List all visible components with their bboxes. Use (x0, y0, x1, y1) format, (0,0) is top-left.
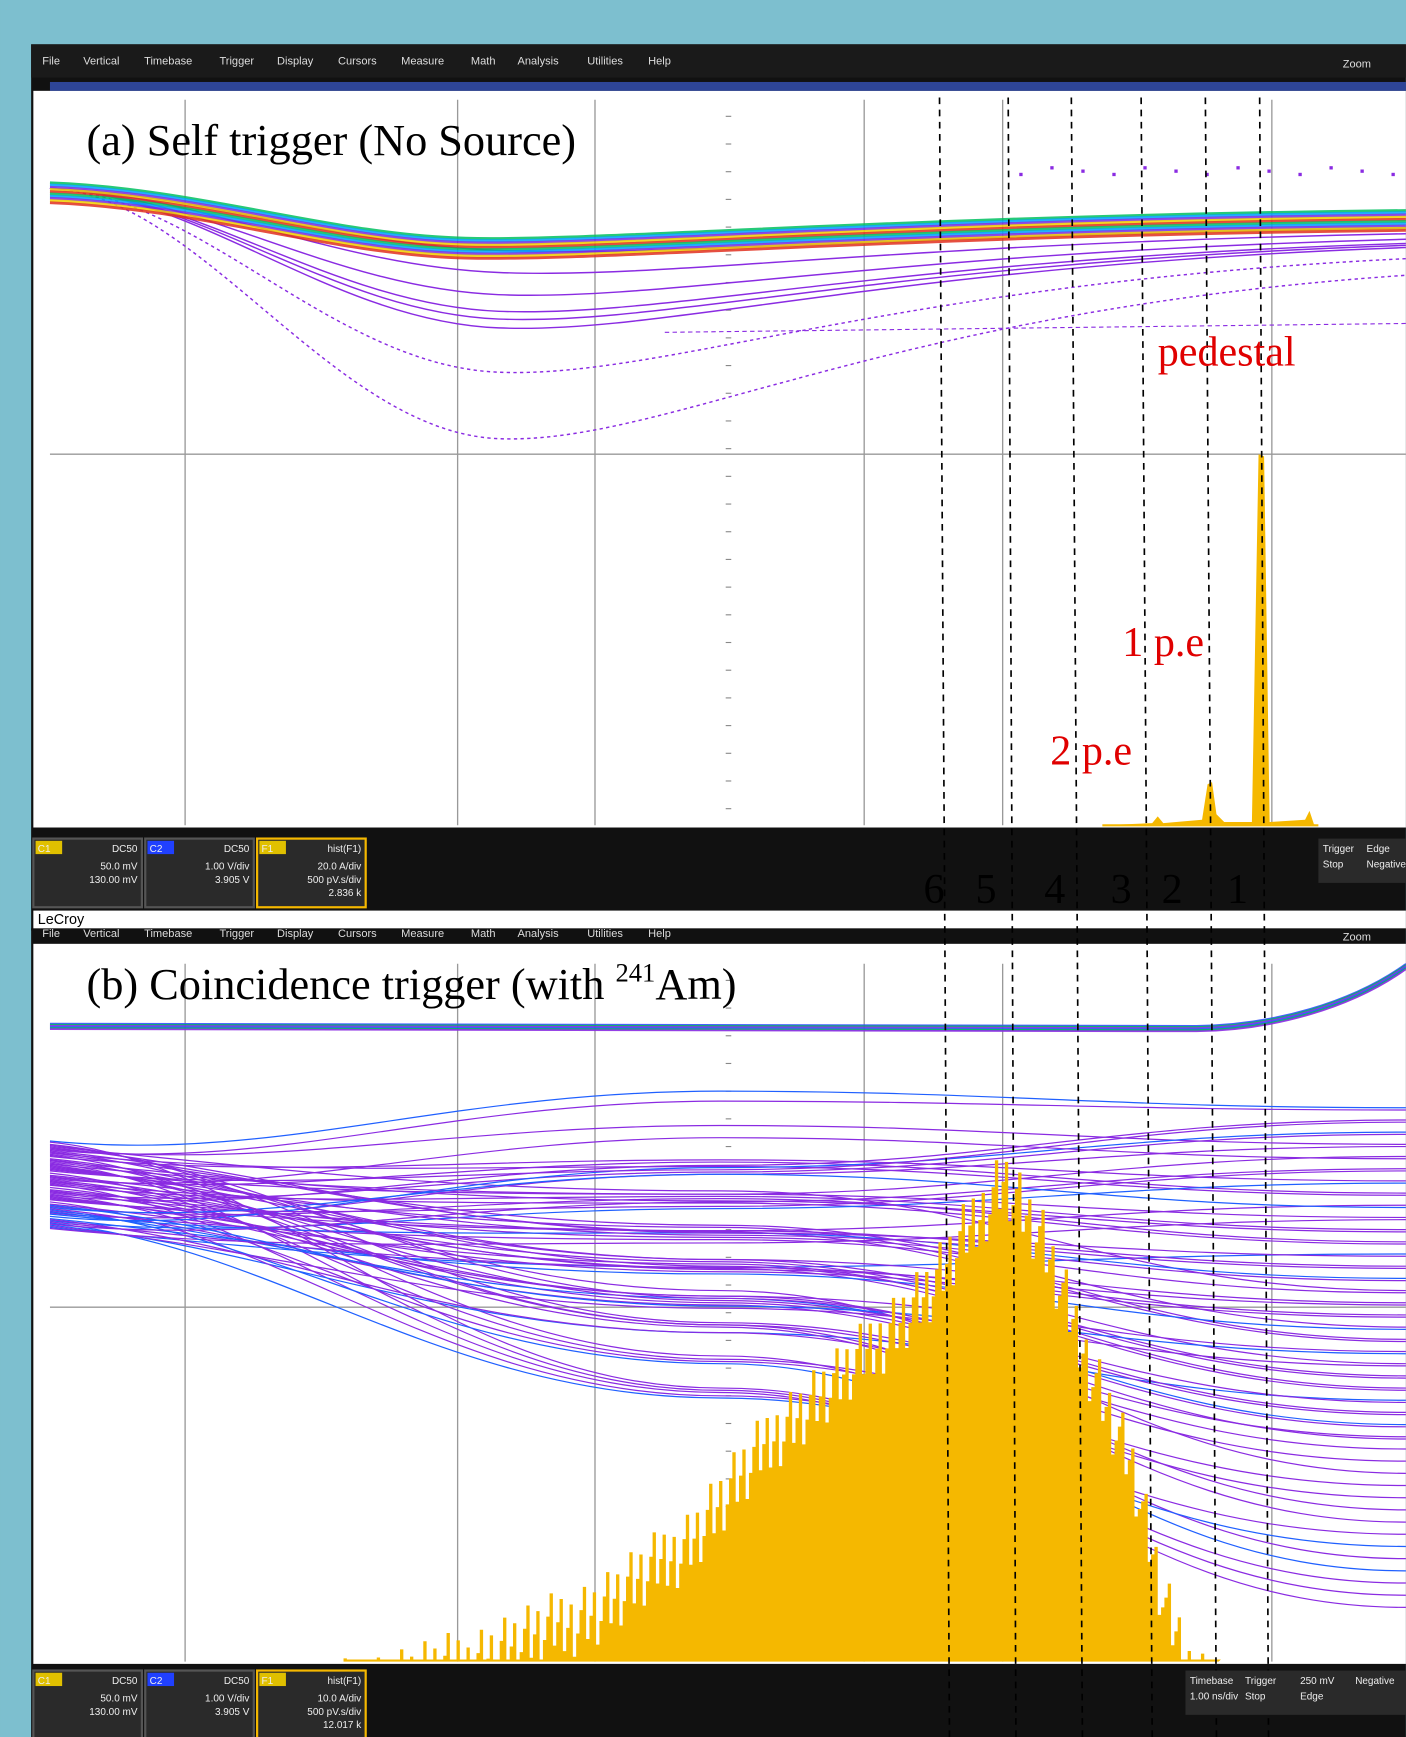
annotation: 2 p.e (1050, 727, 1132, 774)
peak-number: 2 (1162, 866, 1183, 913)
menu-item: File (42, 55, 60, 67)
menu-item: Utilities (587, 55, 623, 67)
menu-item: Trigger (219, 928, 254, 940)
zoom-label: Zoom (1343, 932, 1371, 944)
stray-dot (1298, 173, 1301, 176)
status-text: Negative (1367, 859, 1406, 870)
title-a: (a) Self trigger (No Source) (87, 116, 577, 165)
annotation: pedestal (1158, 329, 1296, 376)
channel-coupling: DC50 (224, 1676, 250, 1687)
channel-value: 50.0 mV (100, 1694, 137, 1705)
menu-item: Cursors (338, 928, 377, 940)
menu-item: Vertical (83, 928, 119, 940)
channel-value: 20.0 A/div (317, 862, 361, 873)
stray-dot (1236, 166, 1239, 169)
stray-dot (1174, 169, 1177, 172)
channel-name: C1 (38, 1676, 51, 1687)
channel-name: C2 (150, 844, 163, 855)
status-text: Edge (1300, 1691, 1324, 1702)
menu-item: Math (471, 55, 496, 67)
menu-item: Display (277, 55, 314, 67)
channel-value: 12.017 k (323, 1720, 361, 1731)
peak-number: 5 (976, 866, 997, 913)
menu-item: Vertical (83, 55, 119, 67)
stray-dot (1391, 173, 1394, 176)
status-text: Trigger (1323, 844, 1355, 855)
menu-item: Math (471, 928, 496, 940)
channel-value: 1.00 V/div (205, 862, 249, 873)
channel-value: 500 pV.s/div (307, 875, 361, 886)
stray-dot (1112, 173, 1115, 176)
channel-value: 10.0 A/div (317, 1694, 361, 1705)
stray-dot (1050, 166, 1053, 169)
channel-value: 2.836 k (329, 888, 362, 899)
peak-number: 3 (1111, 866, 1132, 913)
status-text: Edge (1367, 844, 1391, 855)
stray-dot (1267, 169, 1270, 172)
channel-name: C1 (38, 844, 51, 855)
channel-coupling: DC50 (112, 844, 138, 855)
status-text: Stop (1245, 1691, 1266, 1702)
menu-item: Help (648, 55, 671, 67)
channel-value: 130.00 mV (89, 875, 138, 886)
channel-coupling: hist(F1) (327, 844, 361, 855)
status-text: Stop (1323, 859, 1344, 870)
menu-item: File (42, 928, 60, 940)
menu-item: Analysis (517, 55, 559, 67)
title-part: Am) (655, 960, 736, 1009)
status-text: Negative (1355, 1676, 1395, 1687)
channel-name: C2 (150, 1676, 163, 1687)
channel-value: 130.00 mV (89, 1707, 138, 1718)
stray-dot (1329, 166, 1332, 169)
page: File Vertical Timebase Trigger Display Cursor… (0, 0, 1406, 1737)
channel-coupling: hist(F1) (327, 1676, 361, 1687)
menu-item: Trigger (219, 55, 254, 67)
channel-name: F1 (262, 1676, 274, 1687)
zoom-label: Zoom (1343, 59, 1371, 71)
status-text: 1.00 ns/div (1190, 1691, 1238, 1702)
channel-coupling: DC50 (224, 844, 250, 855)
title-part: (b) Coincidence trigger (with (87, 960, 616, 1009)
brand: LeCroy (38, 912, 85, 928)
title-part: 241 (615, 957, 655, 987)
menu-item: Measure (401, 55, 444, 67)
menu-item: Analysis (517, 928, 559, 940)
channel-value: 1.00 V/div (205, 1694, 249, 1705)
status-text: Timebase (1190, 1676, 1234, 1687)
menu-item: Timebase (144, 55, 192, 67)
peak-number: 6 (923, 866, 944, 913)
menu-item: Timebase (144, 928, 192, 940)
menu-item: Display (277, 928, 314, 940)
menu-item: Help (648, 928, 671, 940)
stray-dot (1143, 166, 1146, 169)
menu-item: Measure (401, 928, 444, 940)
status-text: Trigger (1245, 1676, 1277, 1687)
channel-coupling: DC50 (112, 1676, 138, 1687)
stray-dot (1360, 169, 1363, 172)
menu-item: Utilities (587, 928, 623, 940)
peak-number: 4 (1044, 866, 1065, 913)
channel-value: 3.905 V (215, 1707, 250, 1718)
peak-number: 1 (1227, 866, 1248, 913)
menu-item: Cursors (338, 55, 377, 67)
status-text: 250 mV (1300, 1676, 1335, 1687)
stray-dot (1019, 173, 1022, 176)
annotation: 1 p.e (1122, 619, 1204, 666)
plot-area-a (33, 91, 1406, 828)
channel-value: 50.0 mV (100, 862, 137, 873)
stray-dot (1081, 169, 1084, 172)
channel-name: F1 (262, 844, 274, 855)
channel-value: 3.905 V (215, 875, 250, 886)
channel-value: 500 pV.s/div (307, 1707, 361, 1718)
timeline-strip (50, 82, 1406, 91)
